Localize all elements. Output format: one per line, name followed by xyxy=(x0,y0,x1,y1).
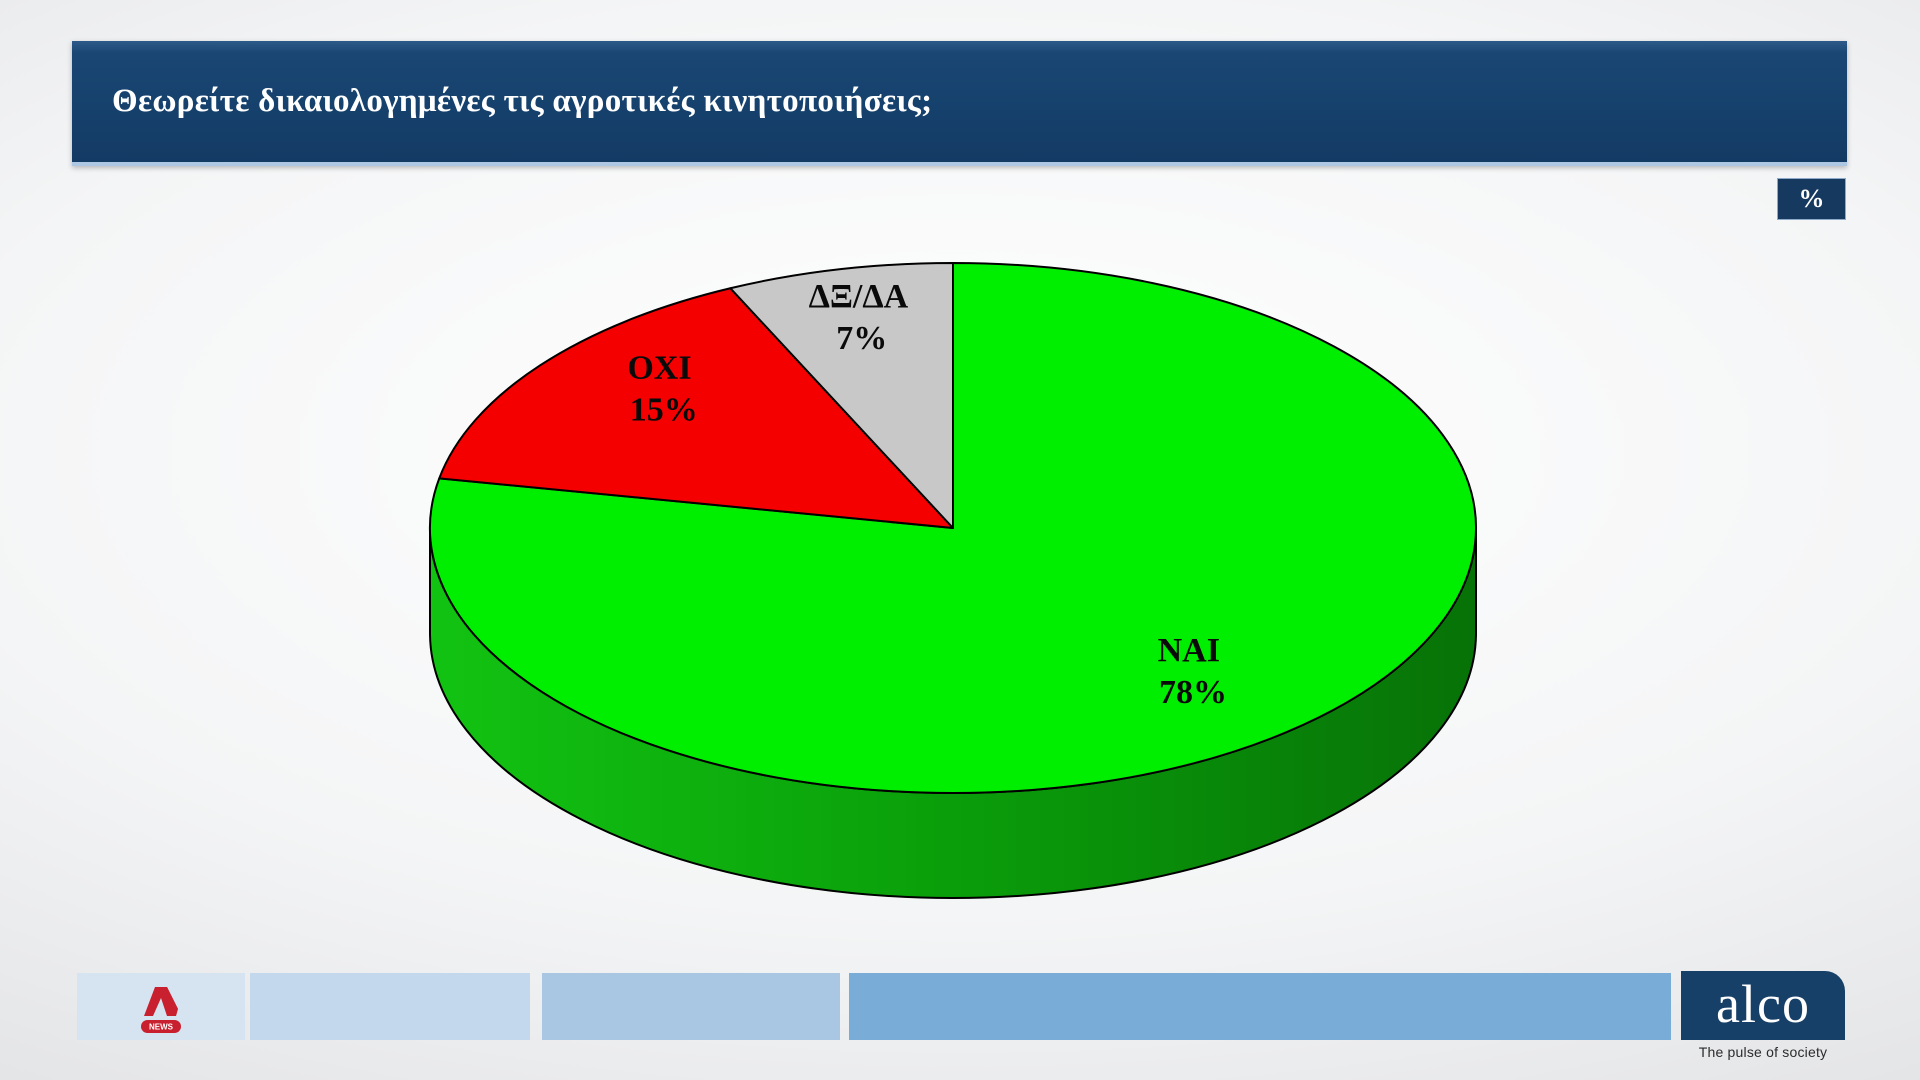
page-title: Θεωρείτε δικαιολογημένες τις αγροτικές κ… xyxy=(112,83,933,119)
slice-label-1: ΟΧΙ 15% xyxy=(627,349,700,428)
footer-bar xyxy=(849,973,1671,1040)
pie-slice-0 xyxy=(429,262,1477,794)
pie-slice-1 xyxy=(438,287,954,529)
slice-label-0: ΝΑΙ 78% xyxy=(1158,632,1229,711)
alco-logo-text: alco xyxy=(1716,973,1810,1034)
pie-slice-2 xyxy=(729,262,954,529)
alco-logo: alco xyxy=(1681,971,1845,1040)
footer-bar xyxy=(250,973,530,1040)
alco-tagline: The pulse of society xyxy=(1698,1044,1828,1060)
alpha-news-pill xyxy=(141,1020,181,1033)
alpha-a-fold xyxy=(167,987,178,1011)
slice-label-2: ΔΞ/ΔΑ 7% xyxy=(809,278,915,357)
footer-bar xyxy=(542,973,840,1040)
alpha-news-label: NEWS xyxy=(149,1023,174,1032)
percent-unit-badge: % xyxy=(1777,178,1846,220)
question-title-bar: Θεωρείτε δικαιολογημένες τις αγροτικές κ… xyxy=(72,41,1847,166)
alpha-news-logo-icon: NEWS xyxy=(141,987,181,1033)
percent-unit-label: % xyxy=(1798,184,1825,213)
